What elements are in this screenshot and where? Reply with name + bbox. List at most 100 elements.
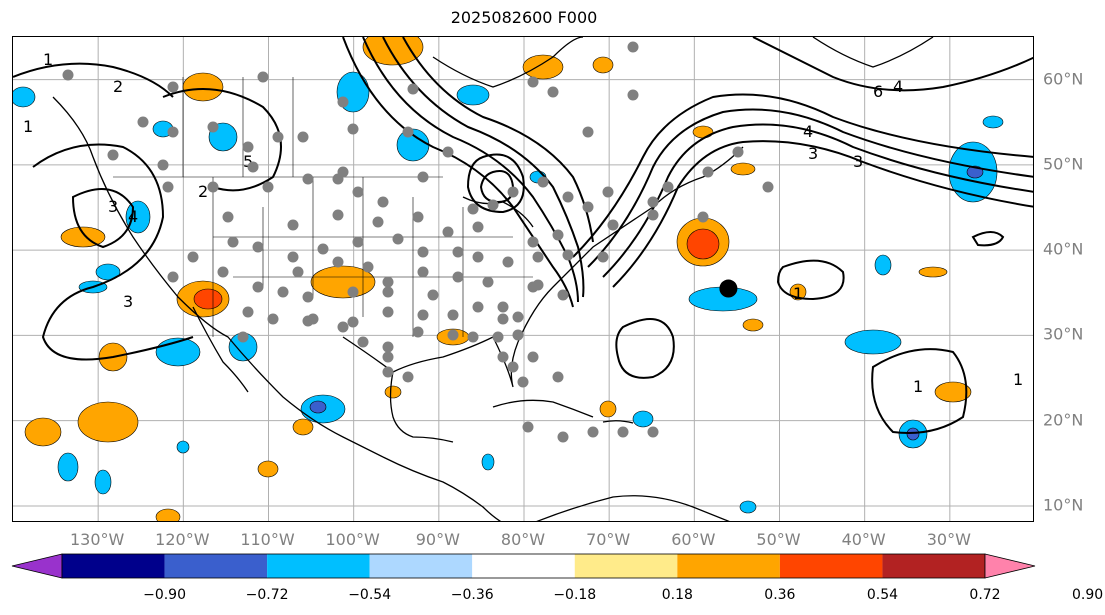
station-dot	[167, 271, 179, 283]
lon-label: 110°W	[240, 530, 295, 549]
shade-positive	[60, 226, 106, 248]
station-dot	[627, 89, 639, 101]
shade-positive	[742, 318, 764, 332]
station-dot	[452, 271, 464, 283]
coast-central-america	[382, 456, 502, 521]
lon-label: 90°W	[415, 530, 460, 549]
station-dot	[337, 321, 349, 333]
colorbar-bin	[369, 554, 473, 578]
colorbar-tick-label: −0.18	[553, 587, 597, 603]
map-title: 2025082600 F000	[450, 8, 598, 27]
lon-label: 50°W	[756, 530, 801, 549]
contour-label: 1	[1033, 377, 1034, 396]
station-dot	[252, 241, 264, 253]
station-dot	[337, 166, 349, 178]
station-dot	[222, 211, 234, 223]
station-dot	[557, 289, 569, 301]
colorbar-bin	[472, 554, 575, 578]
colorbar-extend-min	[11, 553, 63, 579]
station-dot	[302, 291, 314, 303]
station-dot	[497, 313, 509, 325]
colorbar-tick-label: −0.54	[348, 587, 392, 603]
station-dot	[207, 181, 219, 193]
shade-positive	[310, 265, 376, 299]
station-dot	[587, 426, 599, 438]
station-dot	[417, 266, 429, 278]
station-dot	[602, 186, 614, 198]
station-dot	[467, 203, 479, 215]
station-dot	[247, 161, 259, 173]
station-dot	[357, 336, 369, 348]
station-dot	[557, 431, 569, 443]
contour-closed-east	[971, 231, 1005, 247]
station-dot	[492, 331, 504, 343]
colorbar-tick-label: 0.72	[969, 587, 1001, 603]
contour-closed-low	[479, 170, 515, 204]
contour-label: 3	[808, 144, 818, 163]
station-dot	[532, 251, 544, 263]
station-dot	[382, 306, 394, 318]
station-dot	[337, 96, 349, 108]
station-dot	[647, 196, 659, 208]
shade-strong	[686, 228, 720, 260]
station-dot	[537, 176, 549, 188]
shade-positive	[182, 72, 224, 102]
station-dot	[242, 141, 254, 153]
station-dot	[527, 76, 539, 88]
contour-greenland	[752, 37, 1033, 92]
station-dot	[467, 331, 479, 343]
contour-label: 4	[803, 122, 813, 141]
station-dot	[297, 131, 309, 143]
station-dot	[522, 421, 534, 433]
station-dot	[472, 251, 484, 263]
station-dot	[442, 146, 454, 158]
position-marker	[719, 279, 738, 298]
station-dot	[267, 313, 279, 325]
station-dot	[352, 236, 364, 248]
shade-positive	[522, 54, 564, 80]
station-dot	[242, 306, 254, 318]
station-dot	[412, 326, 424, 338]
station-dot	[702, 166, 714, 178]
contour-west	[71, 188, 135, 249]
contour-label: 1	[793, 284, 803, 303]
contour-trough	[382, 37, 585, 298]
contour-closed-east	[871, 348, 968, 434]
shade-deep-negative	[906, 427, 920, 441]
contour-west	[32, 143, 194, 361]
station-dot	[107, 149, 119, 161]
shade-positive	[24, 417, 62, 447]
station-dot	[162, 181, 174, 193]
colorbar-bin	[677, 554, 780, 578]
lon-label: 100°W	[325, 530, 380, 549]
station-dot	[382, 366, 394, 378]
station-dot	[347, 316, 359, 328]
lat-label: 60°N	[1043, 69, 1084, 89]
station-dot	[277, 286, 289, 298]
station-dot	[62, 69, 74, 81]
station-dot	[252, 281, 264, 293]
coast-hispaniola	[602, 420, 634, 424]
station-dot	[417, 171, 429, 183]
lat-label: 10°N	[1043, 495, 1084, 515]
station-dot	[647, 209, 659, 221]
shade-positive	[155, 508, 181, 521]
station-dot	[562, 249, 574, 261]
station-dot	[447, 329, 459, 341]
coast-greenland	[812, 37, 934, 68]
station-dot	[362, 261, 374, 273]
contour-trough	[362, 37, 579, 303]
shade-negative	[456, 84, 490, 106]
map-panel: 11111223333444561	[12, 36, 1034, 522]
station-dot	[517, 376, 529, 388]
station-dot	[382, 351, 394, 363]
coast-mexico-east	[389, 371, 454, 443]
colorbar-bin	[267, 554, 370, 578]
station-dot	[352, 186, 364, 198]
station-dot	[292, 266, 304, 278]
station-dot	[562, 191, 574, 203]
shade-positive	[292, 418, 314, 436]
colorbar-tick-label: 0.90	[1071, 587, 1104, 603]
shade-positive	[599, 400, 617, 418]
lon-label: 60°W	[671, 530, 716, 549]
